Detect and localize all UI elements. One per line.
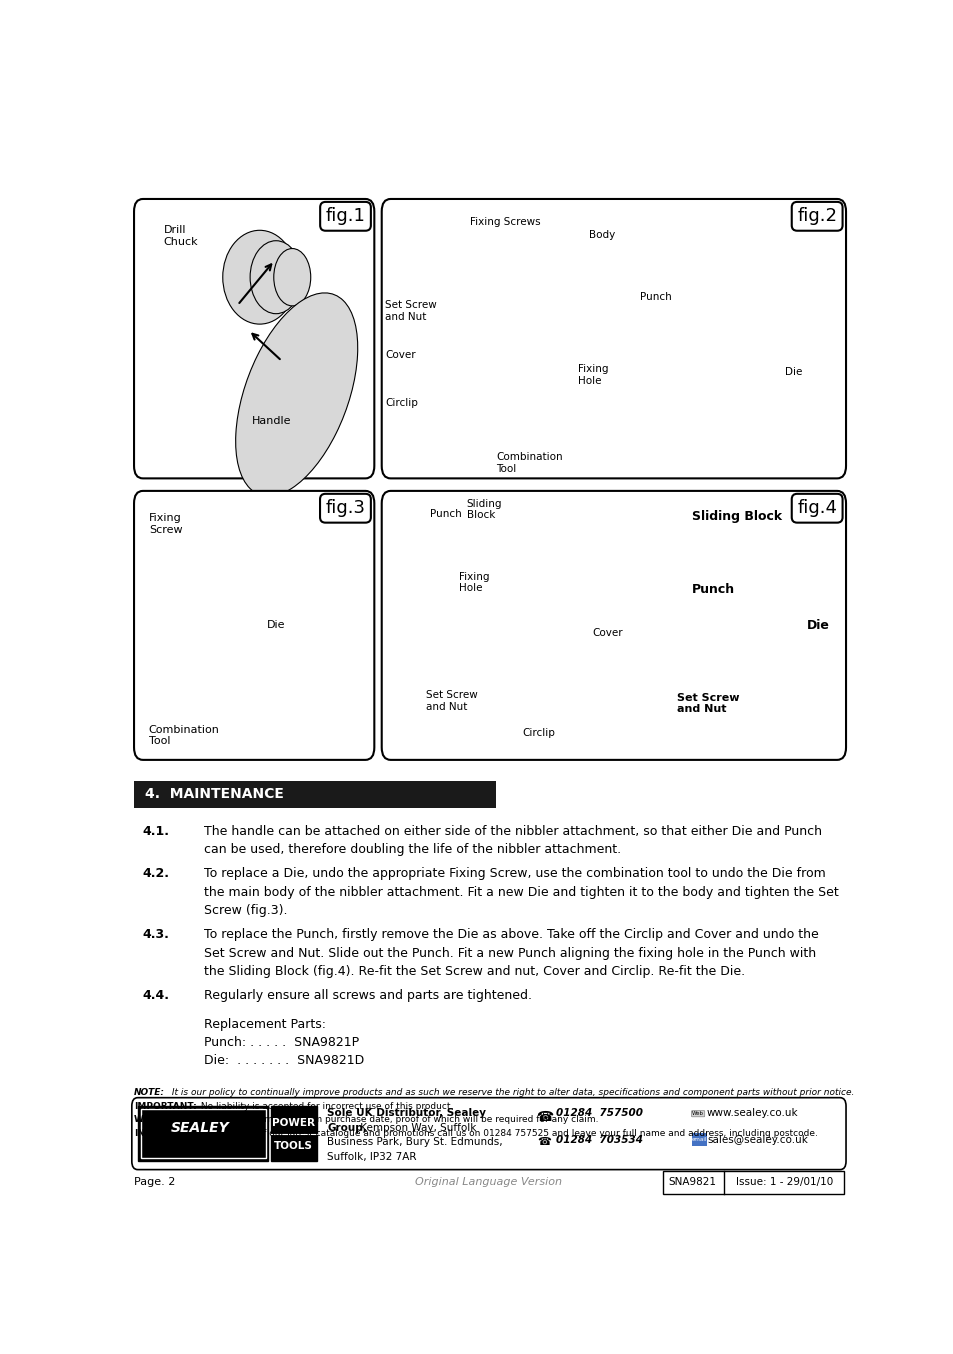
Text: the Sliding Block (fig.4). Re-fit the Set Screw and nut, Cover and Circlip. Re-f: the Sliding Block (fig.4). Re-fit the Se… <box>204 965 744 978</box>
Text: www.sealey.co.uk: www.sealey.co.uk <box>706 1108 798 1118</box>
Bar <box>271 1106 316 1162</box>
Text: 4.  MAINTENANCE: 4. MAINTENANCE <box>145 787 284 802</box>
Text: Guarantee is 12 months from purchase date, proof of which will be required for a: Guarantee is 12 months from purchase dat… <box>186 1116 598 1124</box>
Text: Handle: Handle <box>252 416 292 427</box>
Text: the main body of the nibbler attachment. Fit a new Die and tighten it to the bod: the main body of the nibbler attachment.… <box>204 886 838 899</box>
Text: Die:  . . . . . . .  SNA9821D: Die: . . . . . . . SNA9821D <box>204 1055 364 1067</box>
Text: Page. 2: Page. 2 <box>133 1177 175 1187</box>
Text: Set Screw
and Nut: Set Screw and Nut <box>426 691 477 711</box>
Text: Body: Body <box>588 230 615 241</box>
Text: Web: Web <box>692 1112 703 1116</box>
Text: Set Screw and Nut. Slide out the Punch. Fit a new Punch aligning the fixing hole: Set Screw and Nut. Slide out the Punch. … <box>204 946 816 960</box>
Text: fig.4: fig.4 <box>797 500 837 517</box>
Text: Combination
Tool: Combination Tool <box>149 724 219 746</box>
Text: Punch: . . . . .  SNA9821P: Punch: . . . . . SNA9821P <box>204 1036 359 1049</box>
Text: Punch: Punch <box>639 291 672 302</box>
FancyBboxPatch shape <box>133 492 374 760</box>
Text: sales@sealey.co.uk: sales@sealey.co.uk <box>706 1135 807 1145</box>
Text: Die: Die <box>267 620 285 631</box>
Text: INFORMATION:: INFORMATION: <box>133 1129 210 1137</box>
Text: Original Language Version: Original Language Version <box>415 1177 562 1187</box>
Text: ☎: ☎ <box>536 1110 553 1124</box>
Text: Cover: Cover <box>385 351 416 360</box>
Text: Suffolk, IP32 7AR: Suffolk, IP32 7AR <box>327 1152 416 1162</box>
Text: Fixing
Hole: Fixing Hole <box>577 364 607 386</box>
Text: TOOLS: TOOLS <box>274 1141 313 1151</box>
Ellipse shape <box>250 241 301 314</box>
Text: WARRANTY:: WARRANTY: <box>133 1116 194 1124</box>
Text: IMPORTANT:: IMPORTANT: <box>133 1102 196 1110</box>
Text: email: email <box>691 1137 706 1141</box>
Text: To replace a Die, undo the appropriate Fixing Screw, use the combination tool to: To replace a Die, undo the appropriate F… <box>204 868 825 880</box>
Bar <box>140 1109 265 1158</box>
Bar <box>133 781 496 808</box>
Text: Drill
Chuck: Drill Chuck <box>164 225 198 246</box>
Text: To replace the Punch, firstly remove the Die as above. Take off the Circlip and : To replace the Punch, firstly remove the… <box>204 929 819 941</box>
Text: Fixing
Screw: Fixing Screw <box>149 513 182 535</box>
Bar <box>138 1106 268 1162</box>
FancyBboxPatch shape <box>381 199 845 478</box>
Text: Punch: Punch <box>429 509 461 519</box>
Text: 4.3.: 4.3. <box>143 929 170 941</box>
Text: Fixing Screws: Fixing Screws <box>470 217 540 227</box>
Text: It is our policy to continually improve products and as such we reserve the righ: It is our policy to continually improve … <box>169 1089 853 1097</box>
Text: fig.2: fig.2 <box>797 207 837 225</box>
Text: 01284  703534: 01284 703534 <box>556 1135 642 1145</box>
Text: For a copy of our latest catalogue and promotions call us on 01284 757525 and le: For a copy of our latest catalogue and p… <box>205 1129 817 1137</box>
Text: Punch: Punch <box>692 582 735 596</box>
Text: ☎: ☎ <box>537 1137 551 1147</box>
Bar <box>692 1133 706 1145</box>
Text: SEALEY: SEALEY <box>172 1121 230 1135</box>
Text: Fixing
Hole: Fixing Hole <box>459 571 489 593</box>
FancyBboxPatch shape <box>132 1098 845 1170</box>
Text: Regularly ensure all screws and parts are tightened.: Regularly ensure all screws and parts ar… <box>204 990 532 1002</box>
Text: Screw (fig.3).: Screw (fig.3). <box>204 903 288 917</box>
Text: Sliding
Block: Sliding Block <box>466 498 501 520</box>
Ellipse shape <box>274 249 311 306</box>
Text: No liability is accepted for incorrect use of this product.: No liability is accepted for incorrect u… <box>197 1102 453 1110</box>
Text: Issue: 1 - 29/01/10: Issue: 1 - 29/01/10 <box>736 1177 832 1187</box>
Text: Replacement Parts:: Replacement Parts: <box>204 1018 326 1030</box>
Text: Circlip: Circlip <box>521 728 555 738</box>
Text: SNA9821: SNA9821 <box>667 1177 716 1187</box>
Ellipse shape <box>235 292 357 496</box>
Text: can be used, therefore doubling the life of the nibbler attachment.: can be used, therefore doubling the life… <box>204 842 620 856</box>
Text: fig.1: fig.1 <box>325 207 365 225</box>
FancyBboxPatch shape <box>133 199 374 478</box>
Text: Set Screw
and Nut: Set Screw and Nut <box>385 301 436 321</box>
Text: Kempson Way, Suffolk: Kempson Way, Suffolk <box>356 1122 476 1133</box>
Text: POWER: POWER <box>272 1117 314 1128</box>
Text: The handle can be attached on either side of the nibbler attachment, so that eit: The handle can be attached on either sid… <box>204 825 821 838</box>
Text: Business Park, Bury St. Edmunds,: Business Park, Bury St. Edmunds, <box>327 1137 502 1147</box>
Text: 4.1.: 4.1. <box>143 825 170 838</box>
Text: NOTE:: NOTE: <box>133 1089 165 1097</box>
Text: 4.2.: 4.2. <box>143 868 170 880</box>
Text: 4.4.: 4.4. <box>143 990 170 1002</box>
Text: Die: Die <box>783 367 801 378</box>
Ellipse shape <box>222 230 296 324</box>
FancyBboxPatch shape <box>381 492 845 760</box>
Text: Sliding Block: Sliding Block <box>692 509 781 523</box>
Text: Combination
Tool: Combination Tool <box>496 452 562 474</box>
Text: fig.3: fig.3 <box>325 500 365 517</box>
Text: Set Screw
and Nut: Set Screw and Nut <box>677 693 740 714</box>
Text: 01284  757500: 01284 757500 <box>556 1108 642 1118</box>
Text: Sole UK Distributor, Sealey: Sole UK Distributor, Sealey <box>327 1108 485 1118</box>
Text: Cover: Cover <box>592 628 622 639</box>
Text: Group,: Group, <box>327 1122 366 1133</box>
Text: Die: Die <box>806 619 829 632</box>
Bar <box>662 1171 842 1194</box>
Text: Circlip: Circlip <box>385 398 417 408</box>
